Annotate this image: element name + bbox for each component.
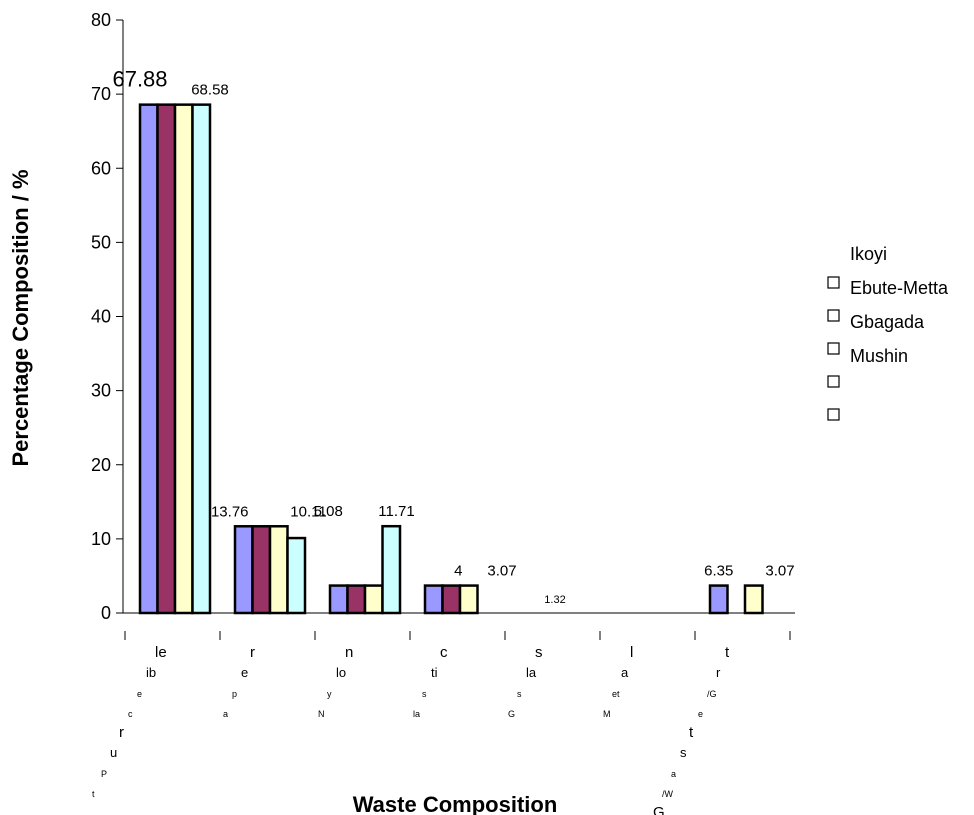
- y-axis: 0 10 20 30 40 50 60 70 80: [91, 10, 124, 623]
- bar-gbagada: [743, 584, 764, 615]
- data-label: 13.76: [211, 503, 249, 520]
- data-label: 3.07: [765, 563, 794, 580]
- category-label-fragment: N: [318, 709, 325, 719]
- bar-ikoyi: [423, 584, 444, 615]
- legend: Ikoyi Ebute-Metta Gbagada Mushin: [827, 244, 949, 421]
- data-label: 6.35: [704, 563, 733, 580]
- category-label-fragment: t: [92, 789, 95, 799]
- category-label-fragment: e: [137, 689, 142, 699]
- data-labels: 67.88 68.58 13.76 10.115.08 11.71 4 3.07 1.32 6.…: [112, 67, 794, 606]
- y-tick-label: 70: [91, 84, 111, 104]
- data-label: 5.08: [314, 503, 343, 520]
- category-label-fragment: M: [603, 709, 611, 719]
- data-label: 11.71: [378, 503, 414, 520]
- legend-label: Gbagada: [850, 312, 925, 332]
- legend-swatch: [827, 408, 840, 421]
- bar-ebute-metta: [251, 525, 272, 615]
- bar-ikoyi: [233, 525, 254, 615]
- x-axis: [123, 612, 795, 640]
- category-label-fragment: la: [413, 709, 420, 719]
- category-label-fragment: r: [119, 724, 124, 741]
- data-label: 68.58: [191, 82, 229, 99]
- category-label-fragment: lo: [336, 665, 346, 680]
- y-tick-label: 20: [91, 455, 111, 475]
- category-label-fragment: P: [101, 769, 107, 779]
- legend-swatch: [827, 276, 840, 289]
- category-label-fragment: s: [517, 689, 522, 699]
- category-label-fragment: p: [232, 689, 237, 699]
- category-label-fragment: G: [508, 709, 515, 719]
- category-label-fragment: y: [327, 689, 332, 699]
- category-label-fragment: r: [716, 665, 721, 680]
- data-label: 67.88: [112, 67, 167, 92]
- x-axis-title: Waste Composition: [353, 792, 558, 815]
- y-tick-label: 50: [91, 232, 111, 252]
- bar-ikoyi: [328, 584, 349, 615]
- data-label: 1.32: [544, 594, 565, 606]
- category-label-fragment: t: [689, 724, 694, 741]
- category-label-fragment: s: [422, 689, 427, 699]
- bar-gbagada: [173, 103, 194, 615]
- category-label-fragment: a: [671, 769, 676, 779]
- plot-area: 0 10 20 30 40 50 60 70 80 67.88 68.58 13.76 10.115.…: [91, 10, 795, 815]
- category-label-fragment: ib: [146, 665, 156, 680]
- y-axis-title: Percentage Composition / %: [8, 169, 33, 466]
- category-label-fragment: et: [612, 689, 620, 699]
- category-label-fragment: e: [241, 665, 248, 680]
- category-labels: leibecruPtrepanloyNctislaslasGlaetMtr/Ge…: [92, 644, 730, 815]
- category-label-fragment: c: [128, 709, 133, 719]
- bar-ebute-metta: [346, 584, 367, 615]
- y-tick-label: 0: [101, 603, 111, 623]
- category-label-fragment: s: [535, 644, 543, 661]
- category-label-fragment: t: [725, 644, 730, 661]
- category-label-fragment: c: [440, 644, 448, 661]
- data-label: 10.11: [290, 503, 326, 520]
- y-tick-label: 30: [91, 381, 111, 401]
- bar-mushin: [286, 536, 307, 615]
- category-label-fragment: a: [223, 709, 228, 719]
- bar-gbagada: [268, 525, 289, 615]
- category-label-fragment: s: [680, 745, 687, 760]
- category-label-fragment: r: [250, 644, 255, 661]
- bar-ebute-metta: [156, 103, 177, 615]
- category-label-fragment: n: [345, 644, 353, 661]
- y-tick-label: 80: [91, 10, 111, 30]
- bar-gbagada: [458, 584, 479, 615]
- category-label-fragment: u: [110, 745, 117, 760]
- bar-ikoyi: [708, 584, 729, 615]
- legend-swatch: [827, 375, 840, 388]
- y-tick-label: 10: [91, 529, 111, 549]
- legend-swatch: [827, 342, 840, 355]
- bars: [138, 103, 764, 615]
- y-tick-label: 40: [91, 307, 111, 327]
- bar-gbagada: [363, 584, 384, 615]
- category-label-fragment: l: [630, 644, 633, 661]
- category-label-fragment: le: [155, 644, 167, 661]
- y-tick-label: 60: [91, 158, 111, 178]
- category-label-fragment: /G: [707, 689, 717, 699]
- bar-mushin: [191, 103, 212, 615]
- category-label-fragment: G: [653, 804, 665, 815]
- bar-ebute-metta: [441, 584, 462, 615]
- data-label: 3.07: [487, 563, 516, 580]
- legend-label: Ebute-Metta: [850, 278, 949, 298]
- category-label-fragment: ti: [431, 665, 438, 680]
- category-label-fragment: a: [621, 665, 629, 680]
- category-label-fragment: la: [526, 665, 537, 680]
- data-label: 4: [454, 563, 462, 580]
- category-label-fragment: e: [698, 709, 703, 719]
- legend-label: Mushin: [850, 346, 908, 366]
- bar-mushin: [381, 524, 402, 615]
- bar-ikoyi: [138, 103, 159, 615]
- category-label-fragment: /W: [662, 789, 674, 799]
- legend-label: Ikoyi: [850, 244, 887, 264]
- legend-swatch: [827, 309, 840, 322]
